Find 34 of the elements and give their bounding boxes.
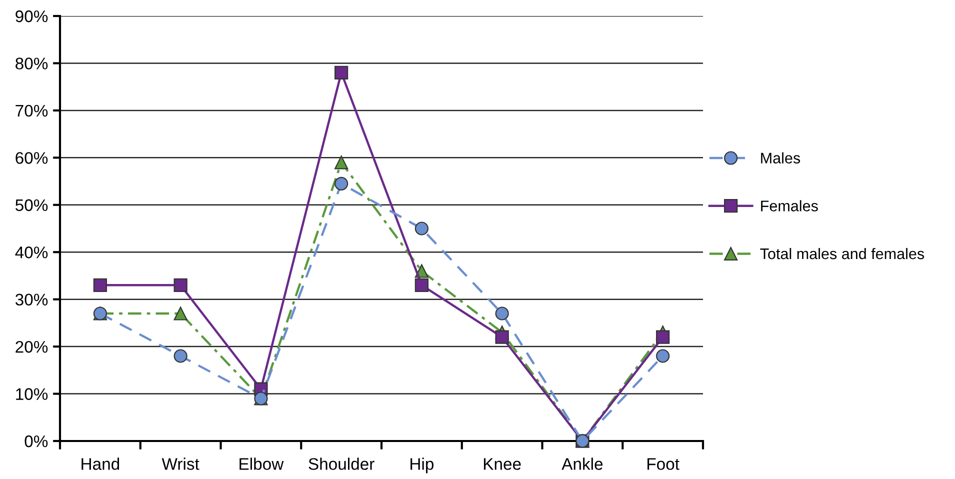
x-tick-label: Wrist (162, 458, 200, 470)
y-tick-label: 50% (16, 199, 48, 212)
x-tick-label: Elbow (240, 458, 284, 470)
y-tick-label: 30% (15, 294, 48, 306)
point (414, 278, 428, 292)
y-tick-label: 70% (16, 104, 48, 117)
point (174, 278, 188, 292)
point (334, 66, 348, 80)
x-tick-label: Hand (82, 458, 120, 470)
point (93, 278, 107, 292)
y-tick-label: 60% (16, 152, 48, 164)
y-tick-label: 90% (16, 10, 48, 22)
point (495, 330, 509, 344)
point (656, 349, 670, 363)
legend-label: Males (761, 152, 800, 164)
point (334, 156, 348, 170)
point (495, 306, 509, 320)
y-tick-label: 40% (15, 246, 48, 258)
legend-label: Females (761, 200, 818, 212)
y-tick-label: 10% (16, 388, 48, 400)
x-tick-label: Knee (484, 458, 521, 470)
x-tick-label: Ankle (562, 458, 603, 470)
x-tick-label: Hip (410, 458, 434, 474)
point (414, 222, 428, 236)
point (656, 330, 670, 344)
y-tick-label: 0% (24, 435, 48, 448)
point (174, 306, 188, 320)
y-tick-label: 80% (16, 58, 48, 70)
point (334, 176, 348, 190)
x-tick-label: Foot (648, 458, 680, 470)
point (174, 349, 188, 363)
y-tick-label: 20% (16, 340, 48, 353)
legend-label: Total males and females (760, 248, 924, 260)
x-tick-label: Shoulder (308, 458, 374, 470)
